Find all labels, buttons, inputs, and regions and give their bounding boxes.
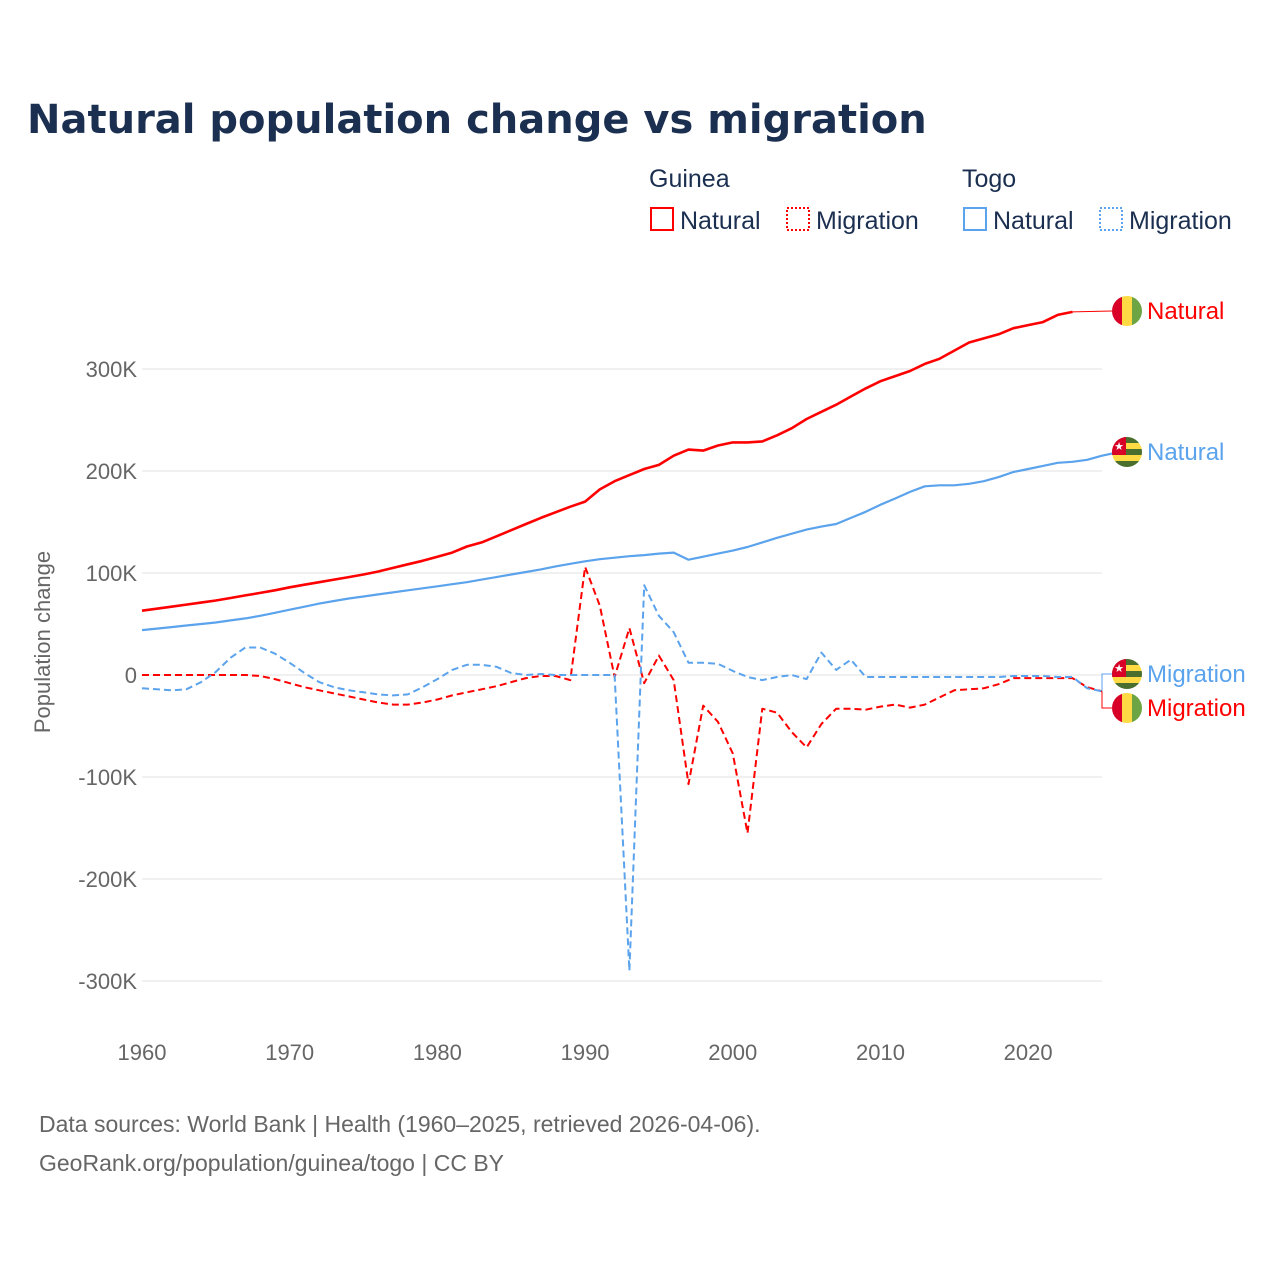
x-tick-label: 2010: [856, 1040, 905, 1065]
flag-stripe: [1112, 677, 1142, 683]
flag-stripe: [1122, 296, 1132, 326]
flag-body: ★: [1112, 659, 1142, 689]
end-label-connector: [1072, 310, 1113, 313]
y-axis-ticks: 300K 200K 100K 0 -100K -200K -300K: [78, 357, 137, 994]
flag-stripe: [1112, 437, 1142, 443]
y-tick-label: -200K: [78, 867, 137, 892]
flag-stripe: [1132, 693, 1142, 723]
togo-flag-icon: ★: [1112, 437, 1142, 467]
series-lines: [141, 310, 1118, 972]
flag-stripe: [1112, 671, 1142, 677]
x-tick-label: 2020: [1004, 1040, 1053, 1065]
chart-title: Natural population change vs migration: [27, 97, 927, 143]
flag-stripe: [1112, 665, 1142, 671]
series-line-togo-natural: [141, 451, 1118, 632]
x-tick-label: 1960: [118, 1040, 167, 1065]
end-label-togo-natural: Natural: [1147, 439, 1224, 466]
star-icon: ★: [1114, 441, 1124, 453]
legend-swatch-togo-migration: [1099, 207, 1123, 231]
series-line-togo-migration: [141, 584, 1103, 972]
series-line-guinea-migration: [142, 565, 1103, 835]
source-line-2[interactable]: GeoRank.org/population/guinea/togo | CC …: [39, 1150, 504, 1176]
end-label-togo-migration: Migration: [1147, 661, 1246, 688]
x-tick-label: 2000: [708, 1040, 757, 1065]
flag-stripe: [1132, 296, 1142, 326]
legend-group-guinea: Guinea: [649, 165, 730, 193]
legend-label-guinea-natural[interactable]: Natural: [680, 207, 761, 235]
y-tick-label: 0: [125, 663, 137, 688]
end-labels: Natural ★ Natural ★ Migration Migration: [1072, 296, 1246, 723]
star-icon: ★: [1114, 663, 1124, 675]
series-line-guinea-natural: [141, 310, 1073, 612]
flag-stripe: [1112, 693, 1122, 723]
guinea-flag-icon: [1112, 693, 1142, 723]
flag-stripe: [1112, 461, 1142, 467]
legend-label-togo-natural[interactable]: Natural: [993, 207, 1074, 235]
x-tick-label: 1990: [561, 1040, 610, 1065]
y-tick-label: 200K: [86, 459, 138, 484]
legend-label-togo-migration[interactable]: Migration: [1129, 207, 1232, 235]
y-axis-label: Population change: [30, 551, 55, 733]
end-label-connector: [1101, 673, 1112, 692]
flag-body: [1112, 296, 1142, 326]
legend-label-guinea-migration[interactable]: Migration: [816, 207, 919, 235]
flag-stripe: [1112, 449, 1142, 455]
y-tick-label: -100K: [78, 765, 137, 790]
flag-stripe: [1112, 443, 1142, 449]
flag-stripe: [1112, 659, 1142, 665]
flag-stripe: [1112, 683, 1142, 689]
guinea-flag-icon: [1112, 296, 1142, 326]
legend: Guinea Togo Natural Migration Natural Mi…: [649, 165, 1232, 235]
flag-body: [1112, 693, 1142, 723]
flag-stripe: [1112, 455, 1142, 461]
end-label-guinea-migration: Migration: [1147, 695, 1246, 722]
source-line-1: Data sources: World Bank | Health (1960–…: [39, 1111, 761, 1137]
x-axis-ticks: 1960 1970 1980 1990 2000 2010 2020: [118, 1040, 1053, 1065]
y-tick-label: 300K: [86, 357, 138, 382]
togo-flag-icon: ★: [1112, 659, 1142, 689]
legend-swatch-guinea-natural: [650, 207, 674, 231]
legend-swatch-togo-natural: [963, 207, 987, 231]
legend-group-togo: Togo: [962, 165, 1016, 193]
gridlines: [142, 368, 1102, 982]
y-tick-label: 100K: [86, 561, 138, 586]
legend-swatch-guinea-migration: [786, 207, 810, 231]
x-tick-label: 1970: [265, 1040, 314, 1065]
x-tick-label: 1980: [413, 1040, 462, 1065]
flag-body: ★: [1112, 437, 1142, 467]
end-label-guinea-natural: Natural: [1147, 298, 1224, 325]
end-label-connector: [1101, 691, 1112, 709]
y-tick-label: -300K: [78, 969, 137, 994]
flag-stripe: [1122, 693, 1132, 723]
flag-stripe: [1112, 296, 1122, 326]
